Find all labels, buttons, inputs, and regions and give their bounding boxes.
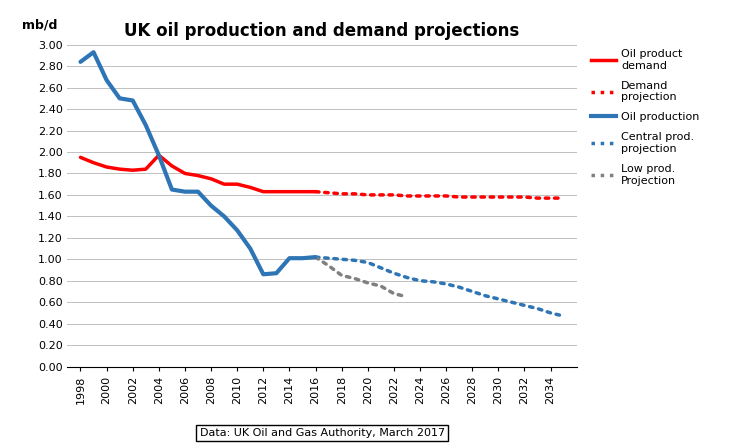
Text: mb/d: mb/d — [22, 19, 57, 32]
Legend: Oil product
demand, Demand
projection, Oil production, Central prod.
projection,: Oil product demand, Demand projection, O… — [587, 45, 704, 190]
Text: UK oil production and demand projections: UK oil production and demand projections — [124, 22, 520, 40]
Text: Data: UK Oil and Gas Authority, March 2017: Data: UK Oil and Gas Authority, March 20… — [199, 428, 445, 438]
